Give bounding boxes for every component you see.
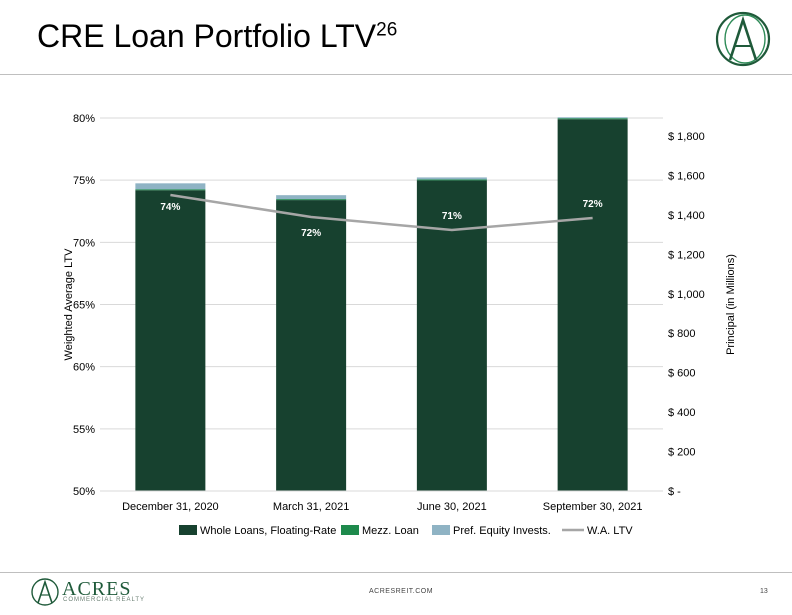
x-tick-label: June 30, 2021 (417, 501, 487, 513)
y-tick-label: 70% (73, 237, 95, 249)
y2-tick-label: $ 1,200 (668, 249, 705, 261)
bar-pref-equity (557, 117, 628, 119)
title-footnote: 26 (376, 19, 398, 41)
bar-mezz-loan (135, 189, 206, 191)
page-number: 13 (760, 588, 768, 595)
bar-whole-loans (135, 190, 206, 491)
y-tick-label: 65% (73, 300, 95, 312)
y-tick-label: 50% (73, 486, 95, 498)
y-tick-label: 60% (73, 362, 95, 374)
legend-swatch (341, 525, 359, 535)
bar-pref-equity (135, 183, 206, 190)
y2-tick-label: $ 800 (668, 328, 696, 340)
footer-divider (0, 572, 792, 573)
brand-name: ACRES (62, 578, 132, 600)
y2-tick-label: $ 400 (668, 407, 696, 419)
bar-pref-equity (416, 177, 487, 180)
acres-footer-logo-icon (31, 578, 59, 606)
header-divider (0, 74, 792, 75)
y2-tick-label: $ - (668, 486, 681, 498)
legend-swatch (179, 525, 197, 535)
x-tick-label: September 30, 2021 (543, 501, 643, 513)
bar-mezz-loan (276, 199, 347, 201)
y2-tick-label: $ 200 (668, 447, 696, 459)
x-tick-label: December 31, 2020 (122, 501, 219, 513)
x-tick-label: March 31, 2021 (273, 501, 349, 513)
legend-swatch (432, 525, 450, 535)
legend-label: W.A. LTV (587, 525, 633, 537)
y2-tick-label: $ 1,400 (668, 210, 705, 222)
y2-tick-label: $ 600 (668, 368, 696, 380)
footer-url[interactable]: ACRESREIT.COM (369, 588, 434, 595)
y2-axis-title: Principal (in Millions) (725, 254, 737, 355)
y2-tick-label: $ 1,600 (668, 170, 705, 182)
y-tick-label: 55% (73, 424, 95, 436)
bar-whole-loans (557, 119, 628, 491)
bar-pref-equity (276, 195, 347, 200)
ltv-data-label: 74% (160, 202, 180, 213)
y-tick-label: 80% (73, 113, 95, 125)
ltv-data-label: 72% (583, 199, 603, 210)
legend-label: Whole Loans, Floating-Rate (200, 525, 336, 537)
acres-logo-icon (715, 11, 771, 67)
ltv-data-label: 71% (442, 211, 462, 222)
bar-whole-loans (416, 180, 487, 491)
ltv-chart: 50% 55% 60% 65% 70% 75% 80% $ - $ 200 $ 400 $ 600 $… (63, 113, 737, 537)
y-axis-title: Weighted Average LTV (63, 248, 75, 361)
bar-whole-loans (276, 200, 347, 491)
brand-subtitle: COMMERCIAL REALTY (63, 597, 146, 603)
y2-tick-label: $ 1,800 (668, 131, 705, 143)
y-tick-label: 75% (73, 175, 95, 187)
bar-mezz-loan (416, 179, 487, 181)
ltv-line (170, 193, 593, 232)
bar-mezz-loan (557, 118, 628, 120)
page-title: CRE Loan Portfolio LTV26 (37, 18, 398, 54)
legend-label: Pref. Equity Invests. (453, 525, 551, 537)
ltv-data-label: 72% (301, 228, 321, 239)
legend-label: Mezz. Loan (362, 525, 419, 537)
y2-tick-label: $ 1,000 (668, 289, 705, 301)
